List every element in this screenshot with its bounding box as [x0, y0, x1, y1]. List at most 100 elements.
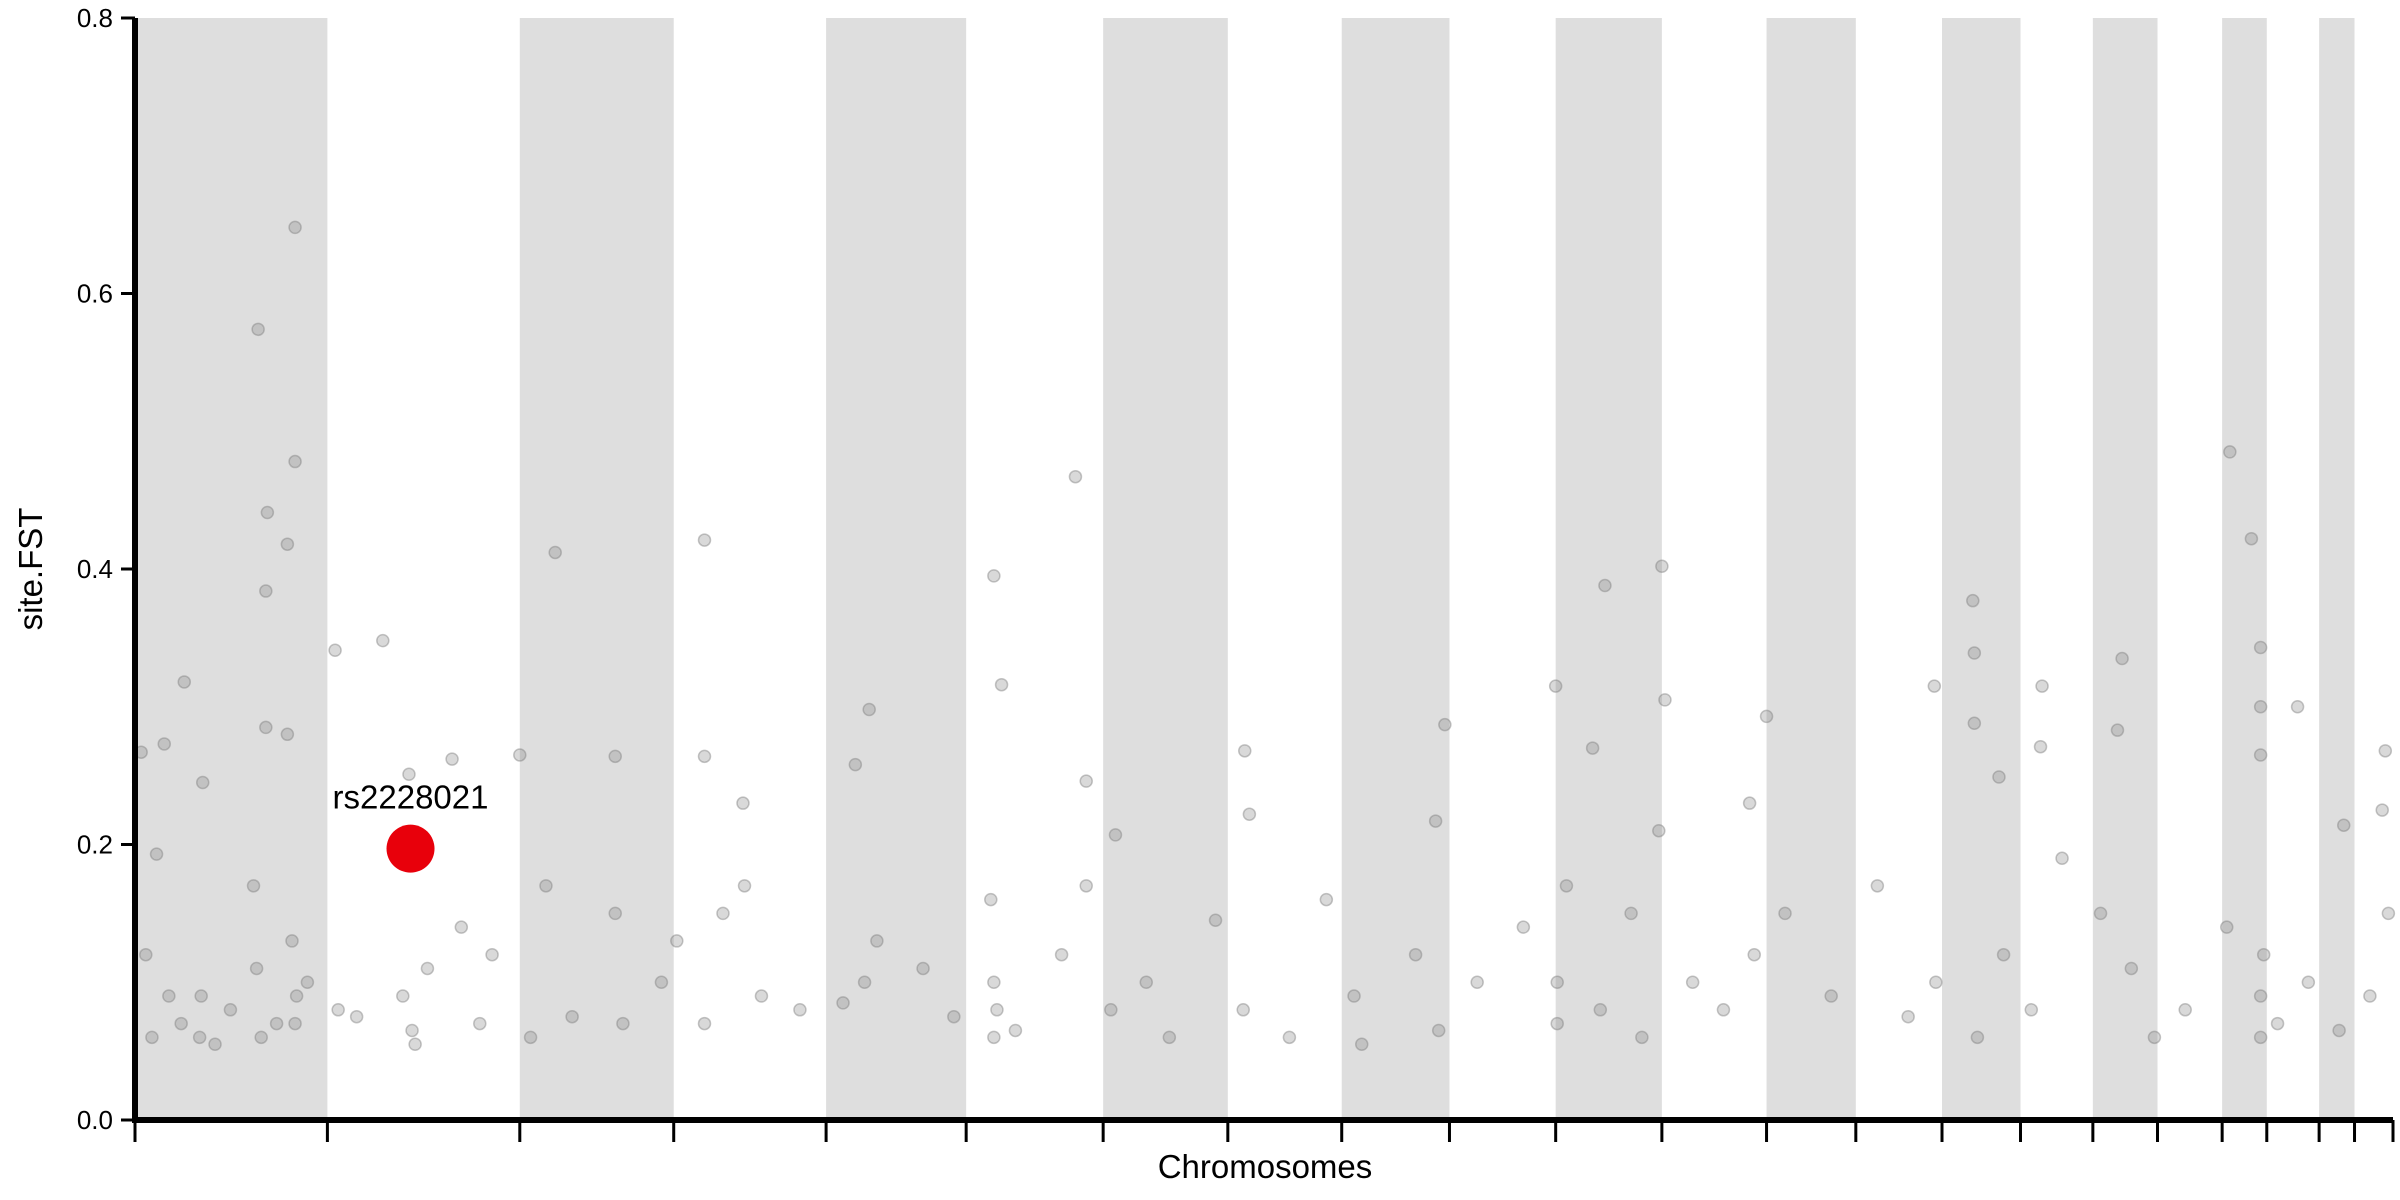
snp-point: [2378, 744, 2393, 758]
y-axis-title: site.FST: [12, 508, 49, 631]
snp-point: [1929, 975, 1943, 989]
snp-point: [2024, 1003, 2039, 1017]
snp-point: [1685, 975, 1700, 989]
snp-point: [984, 892, 998, 907]
snp-point: [2093, 906, 2108, 921]
snp-point: [1747, 947, 1761, 962]
snp-point: [1068, 469, 1083, 484]
snp-point: [420, 961, 435, 976]
snp-point: [2244, 531, 2259, 546]
snp-point: [916, 961, 930, 976]
snp-point: [300, 975, 315, 989]
snp-point: [485, 947, 499, 962]
snp-point: [1079, 879, 1093, 893]
snp-point: [1778, 906, 1792, 921]
snp-point: [2336, 818, 2351, 832]
y-tick-label: 0.8: [77, 3, 113, 33]
snp-point: [2223, 445, 2237, 459]
snp-point: [260, 505, 275, 520]
snp-point: [987, 1030, 1001, 1045]
snp-point: [328, 643, 342, 658]
highlight-point: [386, 824, 435, 873]
snp-point: [565, 1009, 579, 1024]
snp-point: [174, 1016, 188, 1031]
snp-point: [162, 989, 176, 1003]
snp-point: [195, 775, 210, 790]
snp-point: [697, 1016, 712, 1031]
snp-point: [1742, 796, 1757, 810]
snp-point: [445, 752, 459, 766]
x-axis-title: Chromosomes: [1158, 1148, 1373, 1185]
snp-point: [1927, 679, 1942, 693]
snp-point: [2253, 700, 2268, 714]
snp-point: [1431, 1023, 1446, 1038]
snp-point: [857, 975, 872, 989]
snp-point: [402, 767, 416, 781]
snp-point: [697, 533, 712, 547]
snp-point: [349, 1009, 364, 1024]
snp-point: [194, 989, 208, 1003]
snp-point: [1548, 679, 1563, 693]
chromosome-band: [1942, 18, 2021, 1120]
snp-point: [288, 454, 302, 469]
snp-point: [1996, 947, 2011, 962]
snp-point: [1408, 947, 1423, 962]
snp-point: [1516, 920, 1531, 934]
snp-point: [548, 545, 562, 560]
snp-point: [1319, 892, 1334, 907]
chromosome-band: [519, 18, 674, 1120]
axes: 0.0 0.2 0.4 0.6 0.8: [77, 3, 2395, 1142]
snp-point: [139, 947, 153, 962]
snp-point: [1438, 717, 1452, 732]
snp-point: [246, 879, 261, 893]
snp-point: [2253, 748, 2268, 762]
snp-point: [145, 1030, 159, 1045]
snp-point: [1162, 1030, 1177, 1045]
snp-point: [288, 1016, 302, 1031]
snp-point: [1428, 814, 1443, 828]
snp-point: [793, 1003, 807, 1017]
y-tick-label: 0.0: [77, 1105, 113, 1135]
snp-point: [1966, 593, 1980, 608]
snp-point: [523, 1030, 538, 1045]
snp-point: [737, 879, 752, 893]
snp-point: [1079, 774, 1093, 788]
snp-point: [2220, 920, 2234, 934]
chromosome-band: [1103, 18, 1228, 1120]
snp-point: [177, 675, 192, 689]
snp-point: [288, 220, 302, 235]
snp-point: [269, 1016, 284, 1031]
snp-point: [1652, 823, 1666, 838]
snp-point: [513, 748, 527, 762]
snp-point: [736, 796, 750, 810]
snp-point: [1585, 741, 1600, 755]
y-tick-label: 0.2: [77, 830, 113, 860]
snp-point: [697, 749, 712, 764]
snp-point: [1598, 578, 1612, 593]
snp-point: [2178, 1003, 2192, 1017]
snp-point: [249, 961, 264, 976]
snp-point: [408, 1037, 422, 1051]
snp-point: [1992, 770, 2006, 784]
snp-point: [259, 584, 273, 598]
snp-point: [1870, 879, 1885, 893]
snp-point: [616, 1016, 630, 1031]
snp-point: [848, 757, 863, 772]
snp-point: [2147, 1030, 2162, 1045]
y-tick-label: 0.6: [77, 279, 113, 309]
snp-point: [2256, 947, 2271, 962]
snp-point: [2253, 1030, 2268, 1045]
snp-point: [1967, 716, 1982, 731]
snp-point: [1104, 1003, 1118, 1017]
snp-point: [1824, 989, 1838, 1003]
snp-point: [396, 989, 410, 1003]
snp-point: [1236, 1003, 1250, 1017]
snp-point: [1967, 646, 1982, 660]
chromosome-band: [2092, 18, 2158, 1120]
snp-point: [2253, 989, 2268, 1003]
snp-point: [1970, 1030, 1985, 1045]
snp-point: [251, 322, 265, 337]
snp-point: [289, 989, 304, 1003]
snp-point: [1139, 975, 1154, 989]
